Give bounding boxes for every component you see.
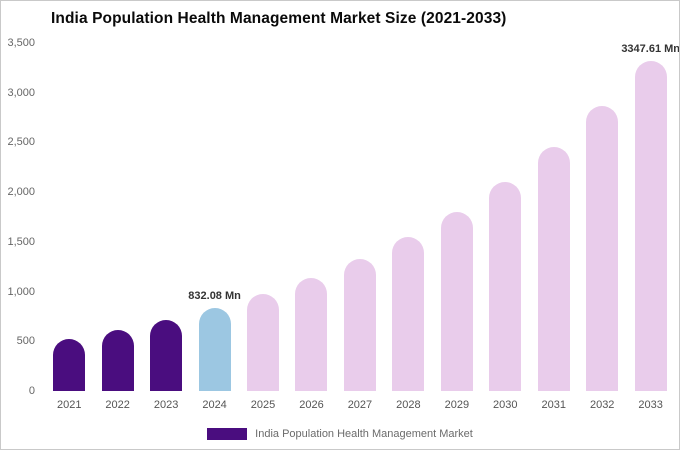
plot-area: 832.08 Mn 3347.61 Mn <box>45 43 679 391</box>
bar-column-2026 <box>287 43 335 391</box>
y-tick-label: 0 <box>28 385 35 397</box>
x-tick-label-2022: 2022 <box>105 399 130 411</box>
bar-2032 <box>586 105 619 391</box>
bar-column-2025 <box>239 43 287 391</box>
legend-swatch <box>207 428 248 440</box>
legend-label: India Population Health Management Marke… <box>255 428 473 440</box>
bar-column-2032 <box>578 43 626 391</box>
bar-column-2024: 832.08 Mn <box>188 43 241 391</box>
bar-2026 <box>295 278 328 391</box>
bar-value-label-2033: 3347.61 Mn <box>621 43 680 55</box>
bar-2023 <box>150 320 183 391</box>
x-tick-label-2028: 2028 <box>396 399 421 411</box>
bar-2028 <box>392 237 425 391</box>
bar-column-2029 <box>433 43 481 391</box>
bar-value-label-2024: 832.08 Mn <box>188 290 241 303</box>
y-tick-label: 1,000 <box>7 285 35 298</box>
bar-2024 <box>198 308 231 391</box>
x-tick-label-2023: 2023 <box>153 399 179 411</box>
x-tick-label-2033: 2033 <box>638 399 663 411</box>
bar-2031 <box>537 146 570 391</box>
bar-2021 <box>53 339 86 391</box>
bar-column-2027 <box>336 43 384 391</box>
bar-2029 <box>440 211 473 391</box>
bar-2027 <box>343 259 376 391</box>
x-tick-label-2021: 2021 <box>56 399 82 411</box>
bar-column-2021 <box>45 43 93 391</box>
bar-column-2033: 3347.61 Mn <box>621 43 679 391</box>
bar-column-2031 <box>530 43 578 391</box>
legend: India Population Health Management Marke… <box>1 426 679 442</box>
y-tick-label: 500 <box>16 335 35 348</box>
bar-2025 <box>247 294 280 391</box>
x-tick-label-2030: 2030 <box>493 399 518 411</box>
x-tick-label-2031: 2031 <box>541 399 566 411</box>
x-tick-label-2032: 2032 <box>589 399 615 411</box>
x-tick-label-2026: 2026 <box>299 399 324 411</box>
y-axis: 3,500 3,000 2,500 2,000 1,500 1,000 500 0 <box>1 37 39 397</box>
bar-2022 <box>101 330 134 391</box>
chart-title: India Population Health Management Marke… <box>51 10 507 27</box>
y-tick-label: 2,000 <box>7 186 35 199</box>
bar-column-2022 <box>94 43 142 391</box>
x-tick-label-2027: 2027 <box>347 399 373 411</box>
bar-column-2030 <box>481 43 529 391</box>
y-tick-label: 1,500 <box>7 235 35 248</box>
y-tick-label: 2,500 <box>7 136 35 149</box>
bar-2033 <box>634 61 667 391</box>
x-tick-label-2024: 2024 <box>202 399 227 411</box>
bar-column-2028 <box>384 43 432 391</box>
x-axis: 2021 2022 2023 2024 2025 2026 2027 2028 2029 2030… <box>45 399 675 411</box>
x-tick-label-2029: 2029 <box>444 399 470 411</box>
y-tick-label: 3,500 <box>7 37 35 49</box>
bar-column-2023 <box>142 43 190 391</box>
bar-2030 <box>489 181 522 391</box>
x-tick-label-2025: 2025 <box>250 399 276 411</box>
y-tick-label: 3,000 <box>7 86 35 99</box>
